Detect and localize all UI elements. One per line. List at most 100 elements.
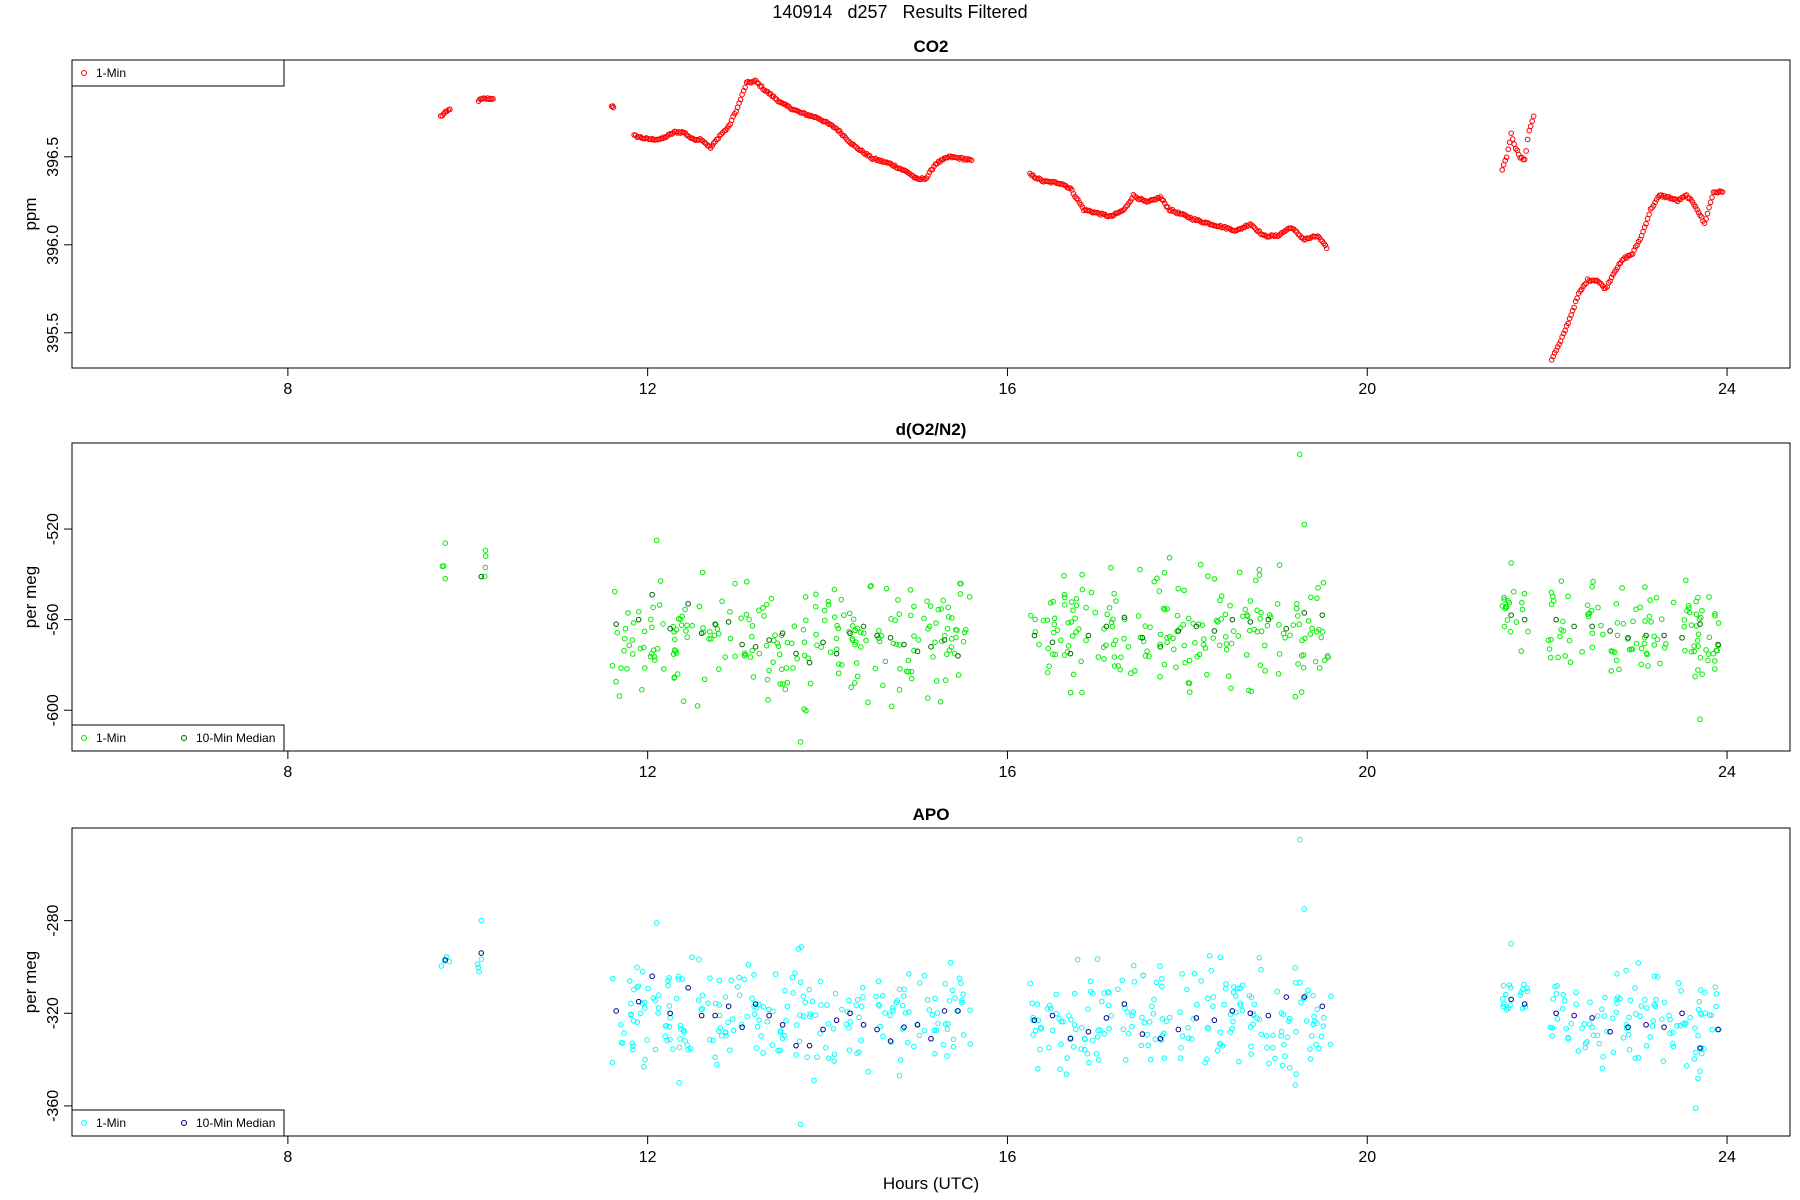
legend-label: 10-Min Median xyxy=(196,1116,275,1130)
one-min-point xyxy=(905,657,912,664)
one-min-point xyxy=(856,1049,862,1055)
one-min-point xyxy=(1642,996,1648,1003)
ten-min-median-point xyxy=(860,623,867,630)
y-tick-label: 395.5 xyxy=(45,313,62,353)
one-min-point xyxy=(1284,1034,1291,1040)
one-min-point xyxy=(783,1017,789,1024)
one-min-point xyxy=(1121,616,1128,623)
one-min-point xyxy=(1292,1082,1299,1088)
one-min-point xyxy=(677,1036,683,1042)
one-min-point xyxy=(1320,1023,1327,1029)
one-min-point xyxy=(718,131,724,138)
ten-min-median-point xyxy=(1265,1012,1272,1019)
one-min-point xyxy=(1589,644,1596,651)
one-min-point xyxy=(817,1030,823,1037)
one-min-point xyxy=(655,992,662,998)
one-min-point xyxy=(706,636,712,642)
one-min-point xyxy=(1217,1041,1224,1047)
one-min-point xyxy=(1579,1025,1585,1031)
one-min-point xyxy=(1142,653,1149,659)
one-min-point xyxy=(1518,648,1524,654)
one-min-point xyxy=(743,578,750,585)
one-min-point xyxy=(1554,344,1561,350)
one-min-point xyxy=(1644,1005,1650,1011)
one-min-point xyxy=(967,1007,973,1013)
one-min-point xyxy=(948,636,955,642)
chart-panel-1: d(O2/N2) 8 12 16 20 24 -520 -560 -600 per meg 1-Mi… xyxy=(21,420,1791,781)
plot-frame xyxy=(71,442,1791,752)
one-min-point xyxy=(1098,998,1105,1005)
one-min-point xyxy=(650,604,656,611)
one-min-point xyxy=(899,1002,906,1009)
one-min-point xyxy=(1635,960,1642,966)
one-min-point xyxy=(1513,619,1520,625)
one-min-point xyxy=(1699,607,1705,614)
one-min-point xyxy=(1524,136,1531,143)
one-min-point xyxy=(1559,334,1565,340)
one-min-point xyxy=(618,665,624,671)
one-min-point xyxy=(1314,1020,1320,1026)
one-min-point xyxy=(1510,588,1517,595)
ten-min-median-point xyxy=(1589,1015,1595,1021)
x-tick-label: 12 xyxy=(639,1149,657,1166)
one-min-point xyxy=(1300,664,1307,671)
one-min-point xyxy=(1681,623,1688,630)
one-min-point xyxy=(1552,983,1558,990)
one-min-point xyxy=(1222,611,1229,618)
one-min-point xyxy=(760,1004,767,1010)
one-min-point xyxy=(959,999,965,1006)
one-min-point xyxy=(1162,200,1168,207)
one-min-point xyxy=(1238,226,1245,232)
one-min-point xyxy=(907,587,914,593)
one-min-point xyxy=(1147,624,1153,630)
one-min-point xyxy=(1068,599,1075,605)
one-min-point xyxy=(1604,1028,1610,1035)
one-min-point xyxy=(1623,1025,1630,1032)
one-min-point xyxy=(1691,1056,1698,1062)
one-min-point xyxy=(1200,641,1207,648)
one-min-point xyxy=(896,642,903,648)
one-min-point xyxy=(835,670,842,677)
one-min-point xyxy=(940,597,946,604)
one-min-point xyxy=(1632,244,1639,250)
one-min-point xyxy=(1158,1037,1165,1043)
one-min-point xyxy=(1307,1046,1313,1052)
one-min-point xyxy=(1508,130,1514,136)
one-min-point xyxy=(832,990,839,997)
one-min-point xyxy=(1213,617,1220,624)
one-min-point xyxy=(943,651,950,658)
one-min-point xyxy=(1553,991,1559,997)
one-min-point xyxy=(1037,1046,1043,1053)
one-min-point xyxy=(1683,192,1690,198)
one-min-point xyxy=(908,612,914,619)
one-min-point xyxy=(857,644,864,650)
one-min-point xyxy=(875,1001,882,1008)
one-min-point xyxy=(686,134,693,140)
one-min-point xyxy=(736,992,743,999)
one-min-point xyxy=(684,634,691,641)
one-min-point xyxy=(1228,685,1234,691)
one-min-point xyxy=(944,1026,951,1033)
one-min-point xyxy=(955,672,962,678)
one-min-point xyxy=(960,1032,967,1038)
one-min-point xyxy=(1069,633,1076,639)
one-min-point xyxy=(1548,636,1554,643)
one-min-point xyxy=(1581,281,1588,288)
one-min-point xyxy=(1499,167,1505,173)
one-min-point xyxy=(1048,1005,1054,1012)
one-min-point xyxy=(906,971,912,977)
one-min-point xyxy=(738,1021,745,1028)
one-min-point xyxy=(482,547,489,554)
one-min-point xyxy=(1064,649,1071,655)
one-min-point xyxy=(839,662,845,668)
one-min-point xyxy=(639,686,645,693)
one-min-point xyxy=(803,708,809,714)
one-min-point xyxy=(1101,656,1107,662)
one-min-point xyxy=(905,1039,911,1046)
one-min-point xyxy=(807,1011,814,1017)
one-min-point xyxy=(1030,1032,1036,1038)
one-min-point xyxy=(1181,642,1188,649)
one-min-point xyxy=(716,132,723,139)
one-min-point xyxy=(1115,986,1121,993)
one-min-point xyxy=(841,612,847,618)
